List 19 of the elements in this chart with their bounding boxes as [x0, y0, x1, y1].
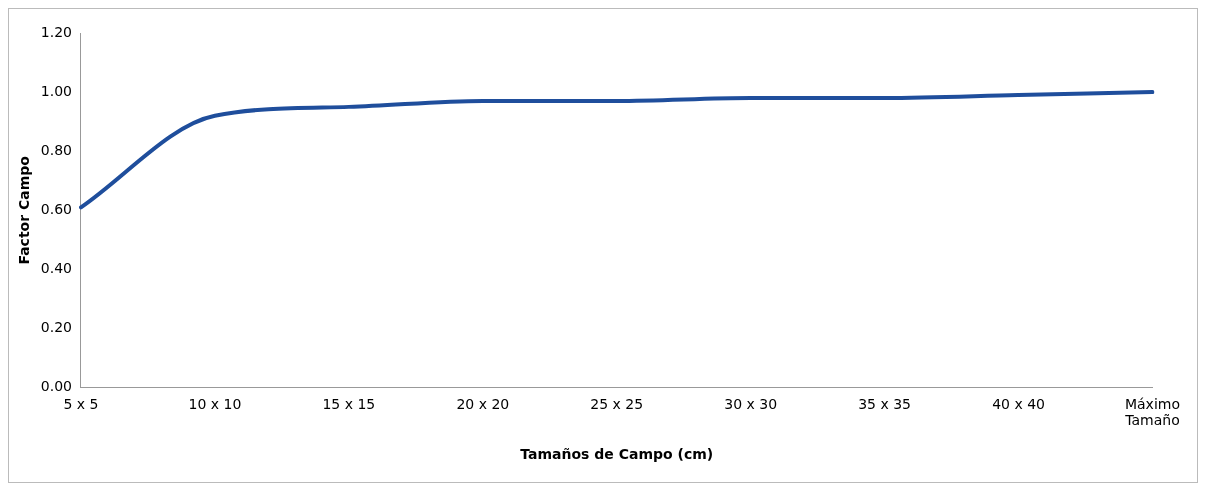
x-tick-label: 20 x 20 — [456, 395, 510, 412]
x-tick-label: 40 x 40 — [992, 395, 1045, 412]
y-tick-label: 0.60 — [40, 200, 72, 217]
x-tick-label: Máximo Tamaño — [1124, 395, 1181, 429]
x-tick-label: 15 x 15 — [322, 395, 376, 412]
y-tick-label: 1.00 — [40, 82, 72, 99]
x-tick-label: 30 x 30 — [724, 395, 778, 412]
y-tick-label: 1.20 — [40, 23, 72, 40]
y-tick-label: 0.20 — [40, 319, 72, 336]
y-tick-label: 0.80 — [40, 141, 72, 158]
y-tick-label: 0.40 — [40, 260, 72, 277]
y-tick-label: 0.00 — [40, 378, 72, 395]
line-series — [78, 90, 1155, 210]
x-axis-title: Tamaños de Campo (cm) — [520, 446, 714, 463]
y-axis-title: Factor Campo — [16, 155, 33, 265]
x-tick-label: 25 x 25 — [590, 395, 644, 412]
x-tick-label: 10 x 10 — [188, 395, 242, 412]
x-tick-label: 35 x 35 — [858, 395, 912, 412]
x-tick-label: 5 x 5 — [63, 395, 99, 412]
